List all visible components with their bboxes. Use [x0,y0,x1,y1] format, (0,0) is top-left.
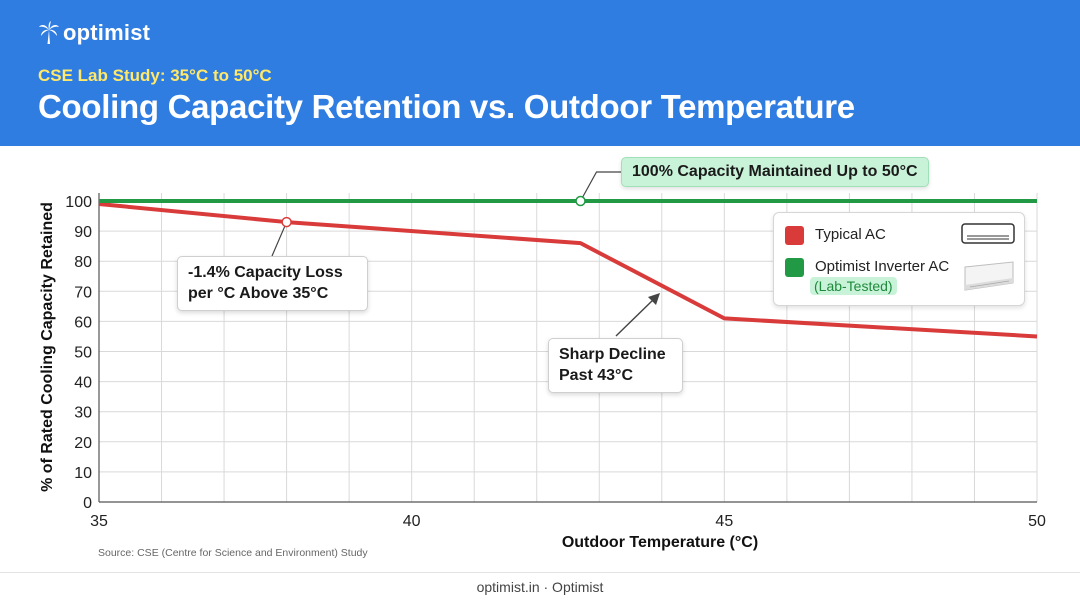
split-ac-outline-icon [961,223,1015,250]
y-tick-label: 80 [74,254,92,271]
line-chart: 0 10 20 30 40 50 60 70 80 90 100 35 40 45 50 Outdoor Te… [39,171,1046,551]
y-tick-label: 20 [74,435,92,452]
legend-label-optimist: Optimist Inverter AC [815,258,950,275]
loss-callout-line1: -1.4% Capacity Loss [188,264,343,281]
y-tick-label: 70 [74,284,92,301]
legend-swatch-optimist [785,258,804,277]
loss-marker [281,216,292,228]
y-tick-label: 90 [74,224,92,241]
legend-sublabel-lab-tested: (Lab-Tested) [810,277,897,295]
brand-logo[interactable]: optimist [38,20,150,46]
x-tick-label: 45 [715,513,733,530]
x-axis-title: Outdoor Temperature (°C) [562,534,758,551]
y-tick-label: 10 [74,465,92,482]
footer-text[interactable]: optimist.in · Optimist [476,579,604,595]
palm-tree-icon [38,21,60,45]
y-tick-label: 40 [74,375,92,392]
series-line-typical-ac [98,202,1038,339]
legend-label-typical: Typical AC [815,226,886,243]
maintained-marker [575,195,586,207]
loss-callout-line2: per °C Above 35°C [188,285,329,302]
x-tick-label: 50 [1028,513,1046,530]
source-note: Source: CSE (Centre for Science and Envi… [98,547,368,559]
y-tick-label: 60 [74,314,92,331]
x-tick-label: 35 [90,513,108,530]
decline-callout-line2: Past 43°C [559,367,633,384]
loss-leader-line [271,221,288,257]
maintained-callout: 100% Capacity Maintained Up to 50°C [621,157,929,187]
decline-callout-line1: Sharp Decline [559,346,666,363]
y-tick-label: 100 [65,194,92,211]
decline-arrow-line [615,297,656,337]
logo-text: optimist [63,20,151,45]
y-tick-label: 30 [74,405,92,422]
decline-callout: Sharp Decline Past 43°C [548,338,683,393]
decline-arrow-head [648,293,660,305]
maintained-leader-line [579,171,621,202]
x-tick-label: 40 [403,513,421,530]
y-tick-label: 0 [83,495,92,512]
legend-swatch-typical [785,226,804,245]
split-ac-unit-icon [962,259,1016,300]
chart-legend: Typical AC Optimist Inverter AC (Lab-Tes… [773,212,1025,306]
page-subtitle: CSE Lab Study: 35°C to 50°C [38,66,272,85]
header-banner: optimist CSE Lab Study: 35°C to 50°C Coo… [0,0,1080,146]
y-axis-title: % of Rated Cooling Capacity Retained [39,202,56,492]
footer-divider [0,572,1080,573]
loss-callout: -1.4% Capacity Loss per °C Above 35°C [177,256,368,311]
y-tick-label: 50 [74,345,92,362]
page-title: Cooling Capacity Retention vs. Outdoor T… [38,88,855,125]
